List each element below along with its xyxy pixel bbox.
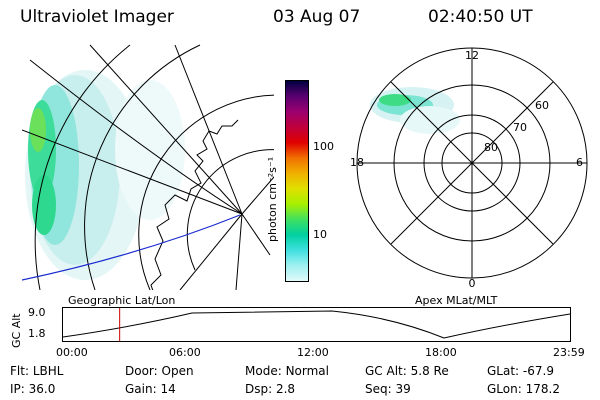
time-tick-2359: 23:59 [553, 346, 585, 359]
mlat-label-80: 80 [484, 141, 498, 154]
mlat-label-60: 60 [535, 99, 549, 112]
coastline [150, 119, 239, 290]
map-grid [22, 44, 274, 290]
time-tick-0600: 06:00 [169, 346, 201, 359]
color-scale-bar [285, 80, 309, 282]
time-tick-1200: 12:00 [297, 346, 329, 359]
info-seq: Seq: 39 [365, 382, 411, 396]
altitude-strip-chart [62, 307, 571, 342]
colorbar-tick-100: 100 [313, 140, 334, 153]
mlt-label-0: 0 [469, 277, 476, 290]
altitude-axis-label: GC Alt [10, 313, 23, 348]
instrument-title: Ultraviolet Imager [20, 7, 174, 27]
info-dsp: Dsp: 2.8 [245, 382, 296, 396]
mlat-label-70: 70 [513, 121, 527, 134]
info-glon: GLon: 178.2 [487, 382, 560, 396]
info-mode: Mode: Normal [245, 364, 329, 378]
altitude-curve [62, 310, 571, 339]
info-gain: Gain: 14 [125, 382, 176, 396]
ground-track-line [22, 214, 241, 281]
observation-date: 03 Aug 07 [273, 7, 361, 27]
time-tick-0000: 00:00 [56, 346, 88, 359]
info-glat: GLat: -67.9 [487, 364, 554, 378]
mlt-label-12: 12 [465, 49, 479, 62]
time-tick-1800: 18:00 [425, 346, 457, 359]
mlt-label-18: 18 [350, 156, 364, 169]
polar-mlat-mlt-plot: 12 18 6 0 60 70 80 [350, 47, 588, 290]
colorbar-tick-10: 10 [313, 228, 327, 241]
colorbar-unit-label: photon cm⁻²s⁻¹ [266, 156, 279, 242]
altitude-tick-low: 1.8 [28, 327, 46, 340]
mlt-label-6: 6 [576, 156, 583, 169]
observation-time: 02:40:50 UT [428, 7, 533, 27]
altitude-tick-high: 9.0 [28, 306, 46, 319]
geographic-caption: Geographic Lat/Lon [68, 294, 176, 307]
polar-diagonal-2 [390, 81, 554, 245]
auroral-emission-polar [370, 87, 460, 134]
auroral-emission-left [25, 70, 185, 280]
info-gc-alt: GC Alt: 5.8 Re [365, 364, 449, 378]
info-door: Door: Open [125, 364, 194, 378]
polar-caption: Apex MLat/MLT [415, 294, 498, 307]
info-ip: IP: 36.0 [10, 382, 56, 396]
info-flt: Flt: LBHL [10, 364, 64, 378]
geographic-map [22, 44, 274, 290]
